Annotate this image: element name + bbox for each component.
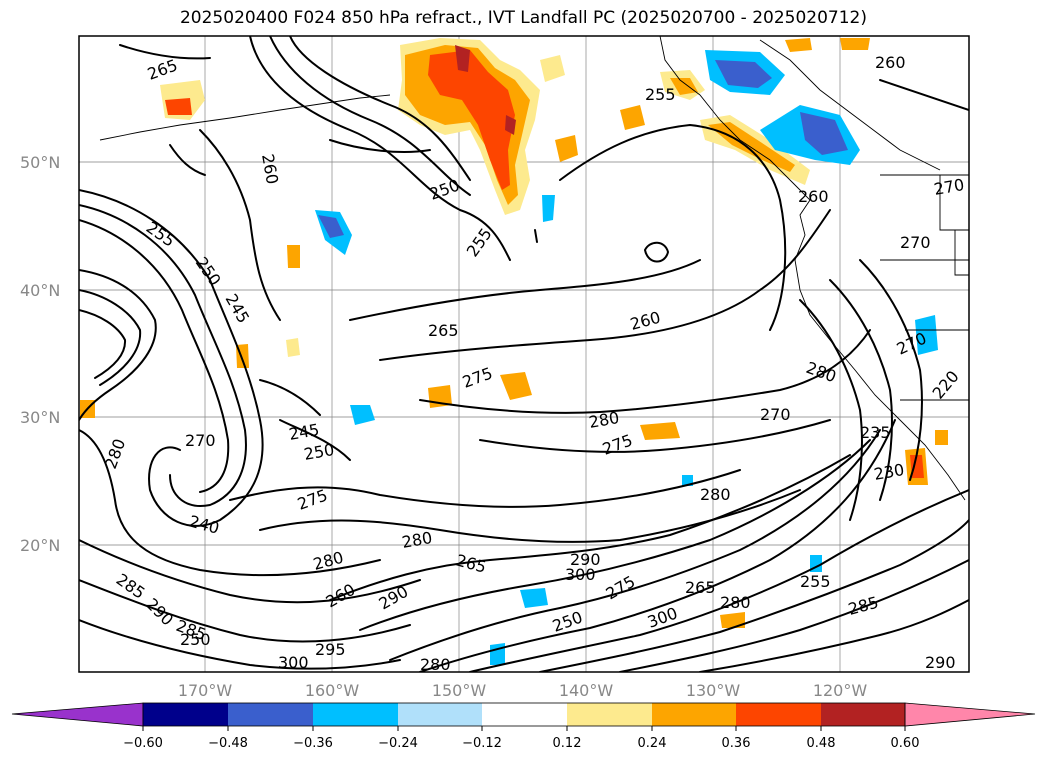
contour-label: 300 [565,565,596,584]
contour-label: 280 [700,485,731,504]
colorbar-ticks [142,726,906,731]
map-plot-area [79,36,969,672]
positive-anomaly-region [620,105,645,130]
positive-anomaly-region [708,122,795,172]
colorbar-tick-label: 0.48 [807,736,836,751]
colorbar-tick-label: −0.48 [208,736,248,751]
contour-label: 280 [720,593,751,612]
colorbar-tick-label: −0.36 [293,736,333,751]
positive-anomaly-region [455,45,470,72]
contour-label: 290 [925,653,956,672]
colorbar-segment [313,703,398,726]
contour-label: 265 [685,578,716,597]
contour-label: 255 [645,85,676,104]
colorbar-tick-label: 0.24 [638,736,667,751]
negative-anomaly-region [800,112,848,155]
lon-label: 140°W [559,681,614,700]
contour-label: 270 [185,431,216,450]
colorbar-segment [821,703,905,726]
positive-anomaly-region [540,55,565,82]
negative-anomaly-region [490,643,505,665]
latitude-labels: 50°N 40°N 30°N 20°N [20,153,60,555]
lon-label: 160°W [305,681,360,700]
negative-anomaly-region [350,405,375,425]
longitude-labels: 170°W 160°W 150°W 140°W 130°W 120°W [178,681,868,700]
map-title: 2025020400 F024 850 hPa refract., IVT La… [179,8,867,28]
positive-anomaly-region [640,422,680,440]
positive-anomaly-region [840,38,870,50]
contour-label: 270 [760,405,791,424]
positive-anomaly-region [555,135,578,162]
contour-label: 300 [278,653,309,672]
colorbar-tick-label: 0.12 [553,736,582,751]
lon-label: 120°W [813,681,868,700]
map-frame [78,35,970,673]
positive-anomaly-region [500,372,532,400]
lon-label: 130°W [686,681,741,700]
contour-label: 295 [315,640,346,659]
colorbar-tick-label: −0.12 [462,736,502,751]
contour-label: 250 [180,630,211,649]
lat-label: 30°N [20,408,60,427]
colorbar-segment [398,703,482,726]
refractivity-contours [79,36,969,672]
contour-label: 260 [875,53,906,72]
positive-anomaly-region [910,455,924,478]
positive-anomaly-region [670,78,698,95]
contour-label: 260 [798,187,829,206]
colorbar-segment [482,703,567,726]
contour-label: 265 [428,321,459,340]
positive-anomaly-region [785,38,812,52]
colorbar-segment [652,703,736,726]
colorbar-segment [228,703,313,726]
colorbar-segment [567,703,652,726]
positive-anomaly-region [165,98,192,115]
colorbar-segment [143,703,228,726]
colorbar-tick-label: −0.60 [123,736,163,751]
lat-label: 50°N [20,153,60,172]
colorbar-segment [736,703,821,726]
contour-label: 290 [570,550,601,569]
lon-label: 170°W [178,681,233,700]
colorbar-extend-low [11,702,144,727]
contour-label: 280 [420,655,451,674]
negative-anomaly-region [542,195,555,222]
contour-label: 270 [900,233,931,252]
positive-anomaly-region [428,50,515,190]
contour-label: 235 [860,423,891,442]
positive-anomaly-region [720,612,745,628]
lon-label: 150°W [432,681,487,700]
positive-anomaly-region [505,115,516,135]
positive-anomaly-region [935,430,948,445]
negative-anomaly-region [915,315,938,355]
colorbar-tick-label: 0.36 [722,736,751,751]
negative-anomaly-region [520,588,548,608]
lat-label: 40°N [20,281,60,300]
colorbar-extend-high [904,702,1036,727]
colorbar-tick-label: 0.60 [891,736,920,751]
contour-label: 255 [800,572,831,591]
shaded-regions [80,38,948,665]
lat-label: 20°N [20,536,60,555]
negative-anomaly-region [318,215,344,238]
negative-anomaly-region [715,60,772,88]
positive-anomaly-region [287,245,300,268]
negative-anomaly-region [682,475,693,486]
colorbar-tick-label: −0.24 [378,736,418,751]
positive-anomaly-region [286,338,300,357]
colorbar: −0.60 −0.48 −0.36 −0.24 −0.12 0.12 0.24 … [11,702,1036,751]
